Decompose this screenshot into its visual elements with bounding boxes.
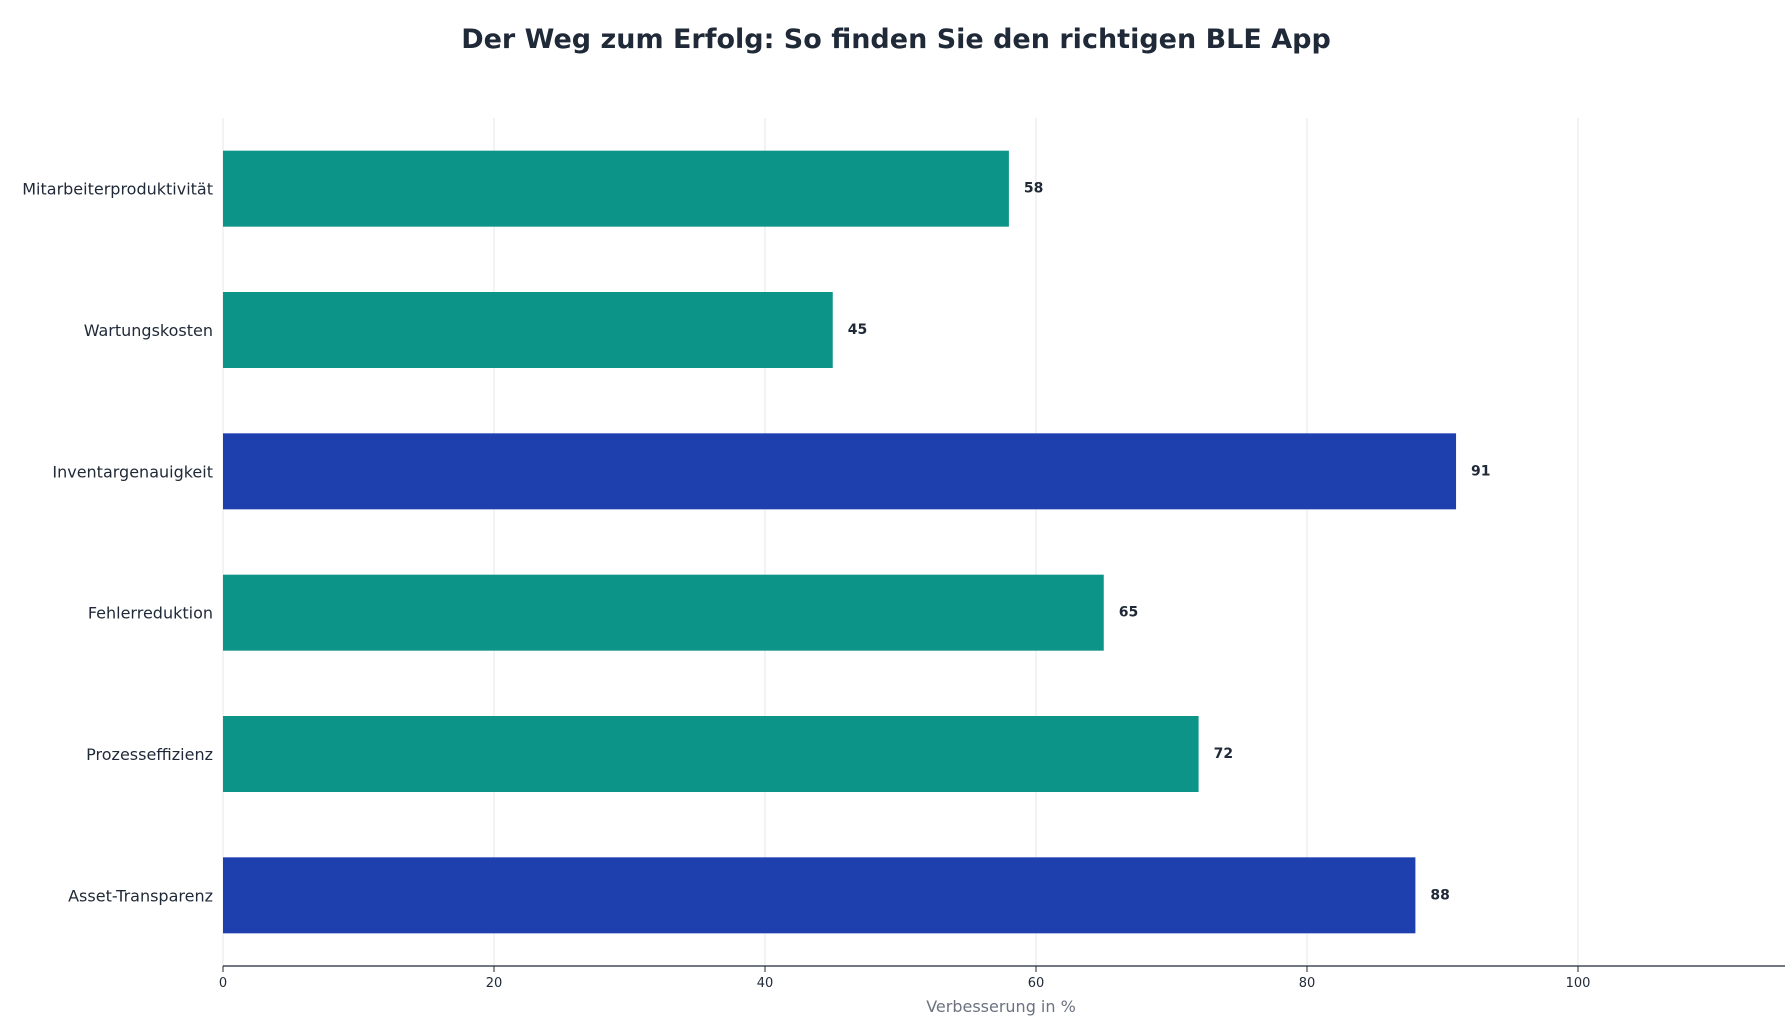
x-axis: 0 20 40 60 80 100 [219, 965, 1785, 991]
x-tick-label: 100 [1566, 976, 1591, 991]
bar-value-label: 45 [848, 322, 867, 338]
bar-mitarbeiterproduktivit-t [223, 150, 1009, 227]
x-tick-label: 20 [486, 976, 503, 991]
y-tick-label: Asset-Transparenz [68, 886, 213, 905]
bar-value-label: 65 [1119, 605, 1138, 621]
y-tick-label: Wartungskosten [84, 321, 213, 340]
bar-inventargenauigkeit [223, 433, 1457, 510]
y-tick-label: Prozesseffizienz [86, 745, 213, 764]
x-axis-label: Verbesserung in % [926, 997, 1076, 1016]
x-tick-label: 0 [219, 976, 227, 991]
x-tick-label: 80 [1299, 976, 1316, 991]
bar-value-label: 88 [1430, 887, 1449, 903]
x-tick-label: 40 [757, 976, 774, 991]
bar-prozesseffizienz [223, 716, 1199, 792]
chart-title: Der Weg zum Erfolg: So finden Sie den ri… [461, 24, 1331, 55]
grid-lines [222, 118, 1579, 966]
y-tick-label: Mitarbeiterproduktivität [22, 180, 213, 199]
labels: Mitarbeiterproduktivität 58 Wartungskosten… [22, 180, 1490, 906]
bar-value-label: 58 [1024, 181, 1043, 197]
bar-value-label: 91 [1471, 463, 1490, 479]
x-tick-label: 60 [1028, 976, 1045, 991]
bar-wartungskosten [223, 292, 833, 368]
y-tick-label: Inventargenauigkeit [52, 462, 213, 481]
y-tick-label: Fehlerreduktion [88, 604, 213, 623]
bar-fehlerreduktion [223, 574, 1104, 651]
bars [223, 150, 1457, 934]
bar-asset-transparenz [223, 857, 1416, 934]
bar-value-label: 72 [1214, 746, 1233, 762]
